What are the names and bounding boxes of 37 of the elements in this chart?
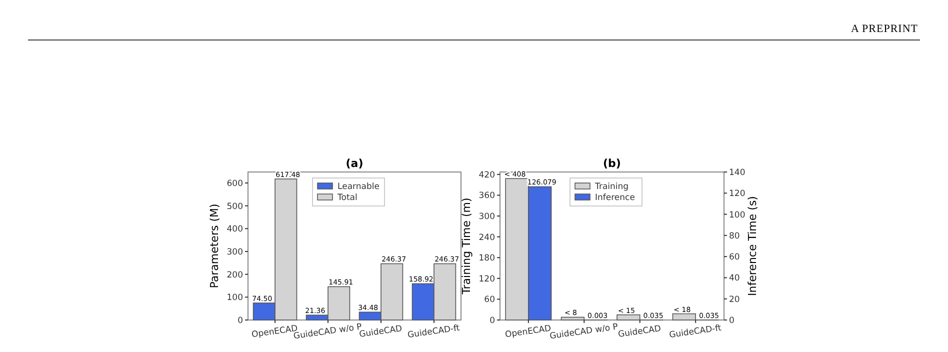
y2-tick-label: 100 (729, 210, 746, 220)
legend-label: Total (336, 193, 358, 203)
y2-axis-title: Inference Time (s) (746, 196, 759, 296)
x-tick-label: GuideCAD w/o P (549, 322, 619, 342)
y-tick-label: 200 (226, 270, 243, 280)
y-tick-label: 420 (478, 170, 495, 180)
y2-tick-label: 80 (729, 231, 740, 242)
chart-title: (b) (603, 157, 621, 170)
y-tick-label: 180 (478, 254, 495, 264)
y-tick-label: 240 (478, 232, 495, 243)
y-tick-label: 0 (238, 316, 243, 326)
y-tick-label: 360 (478, 191, 495, 202)
y-tick-label: 120 (478, 274, 495, 284)
x-tick-label: GuideCAD-ft (407, 323, 462, 341)
y-tick-label: 300 (478, 212, 495, 222)
y2-tick-label: 0 (729, 316, 734, 326)
y-tick-label: 100 (226, 293, 243, 304)
text: A PREPRINT (850, 23, 918, 35)
y2-tick-label: 60 (729, 252, 740, 263)
y-tick-label: 500 (226, 202, 243, 212)
y-axis-title: Parameters (M) (208, 204, 221, 288)
y2-tick-label: 40 (729, 274, 740, 284)
x-tick-label: GuideCAD-ft (668, 323, 723, 341)
legend-label: Inference (595, 193, 635, 203)
y-axis-title: Training Time (m) (460, 198, 473, 296)
chart-title: (a) (346, 157, 364, 170)
y-tick-label: 60 (484, 295, 495, 306)
y-tick-label: 0 (490, 316, 495, 326)
y-tick-label: 600 (226, 178, 243, 189)
y2-tick-label: 120 (729, 189, 746, 200)
x-tick-label: GuideCAD (617, 324, 662, 340)
y-tick-label: 400 (226, 224, 243, 235)
y2-tick-label: 140 (729, 168, 746, 178)
legend-label: Training (594, 182, 629, 192)
y-tick-label: 300 (226, 247, 243, 258)
y2-tick-label: 20 (729, 294, 740, 305)
legend-label: Learnable (338, 182, 380, 192)
